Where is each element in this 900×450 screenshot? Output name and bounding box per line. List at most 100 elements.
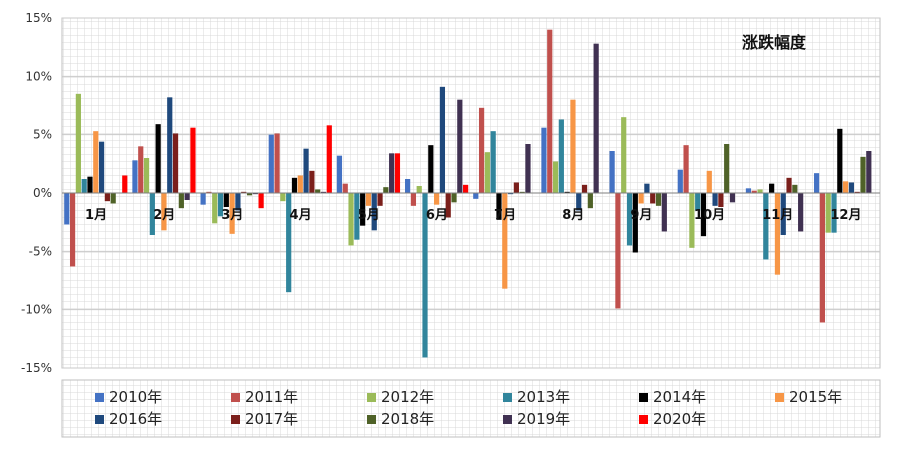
bar-2015年-2月: [161, 193, 167, 231]
bar-2014年-9月: [632, 193, 638, 253]
bar-2010年-7月: [473, 193, 479, 199]
category-label: 1月: [85, 208, 107, 223]
bar-2019年-5月: [389, 153, 395, 193]
bar-2013年-7月: [490, 131, 496, 193]
legend-label: 2019年: [517, 410, 570, 428]
bar-2011年-6月: [410, 193, 417, 206]
bar-2016年-10月: [712, 193, 718, 206]
legend-swatch: [231, 393, 240, 402]
bar-2017年-4月: [309, 170, 315, 193]
bar-2016年-5月: [371, 193, 377, 231]
bar-2012年-2月: [143, 158, 150, 193]
bars: [64, 29, 872, 358]
bar-2015年-12月: [843, 181, 849, 193]
category-label: 2月: [153, 208, 175, 223]
legend-swatch: [503, 393, 512, 402]
category-label: 3月: [221, 208, 243, 223]
category-label: 7月: [494, 208, 516, 223]
bar-2018年-3月: [246, 193, 253, 196]
bar-2019年-4月: [320, 191, 327, 193]
bar-2013年-3月: [217, 193, 224, 217]
bar-2017年-2月: [172, 133, 179, 193]
bar-2015年-9月: [638, 193, 644, 204]
bar-2017年-5月: [377, 193, 383, 206]
bar-2015年-4月: [297, 175, 303, 193]
bar-2020年-2月: [190, 127, 196, 193]
bar-2013年-5月: [354, 193, 360, 240]
bar-2010年-4月: [268, 134, 274, 193]
bar-2020年-3月: [258, 193, 264, 209]
bar-2019年-10月: [729, 193, 736, 203]
bar-2012年-10月: [689, 193, 695, 248]
bar-2010年-12月: [814, 173, 820, 193]
bar-2016年-11月: [780, 193, 786, 235]
bar-2016年-6月: [439, 86, 446, 193]
bar-2010年-1月: [64, 193, 70, 225]
bar-2014年-2月: [155, 124, 161, 193]
legend-swatch: [639, 415, 648, 424]
bar-2014年-6月: [428, 145, 434, 193]
bar-2011年-8月: [547, 29, 553, 193]
y-tick-label: -5%: [29, 244, 52, 258]
y-tick-label: -10%: [21, 303, 52, 317]
legend-label: 2010年: [109, 388, 162, 406]
bar-2011年-9月: [615, 193, 621, 309]
y-tick-label: 0%: [33, 186, 52, 200]
legend-label: 2014年: [653, 388, 706, 406]
bar-2019年-8月: [593, 43, 599, 193]
bar-2010年-11月: [745, 188, 752, 193]
bar-2012年-6月: [416, 186, 422, 193]
category-label: 8月: [562, 208, 584, 223]
bar-2012年-12月: [825, 193, 831, 233]
bar-2016年-3月: [235, 193, 241, 211]
bar-2013年-11月: [763, 193, 769, 260]
bar-2019年-6月: [457, 99, 463, 193]
bar-2018年-8月: [587, 193, 593, 209]
bar-2011年-1月: [69, 193, 76, 267]
bar-2011年-11月: [751, 190, 757, 193]
bar-2020年-6月: [463, 184, 469, 193]
bar-2016年-1月: [98, 141, 105, 193]
bar-2017年-3月: [241, 191, 247, 193]
bar-2012年-4月: [280, 193, 286, 202]
bar-2015年-1月: [93, 131, 99, 193]
legend-label: 2020年: [653, 410, 706, 428]
bar-2014年-12月: [837, 128, 843, 193]
category-label: 10月: [694, 208, 725, 223]
bar-2014年-8月: [564, 191, 570, 193]
bar-2012年-9月: [621, 117, 627, 193]
bar-2019年-9月: [661, 193, 667, 232]
legend-swatch: [367, 393, 376, 402]
bar-2019年-2月: [184, 193, 190, 200]
bar-2014年-3月: [223, 193, 229, 207]
bar-2016年-8月: [576, 193, 582, 211]
bar-2017年-11月: [786, 177, 792, 193]
bar-2014年-5月: [360, 193, 366, 226]
bar-2010年-9月: [609, 151, 615, 193]
bar-2014年-4月: [291, 177, 298, 193]
legend-label: 2011年: [245, 388, 298, 406]
legend-swatch: [367, 415, 376, 424]
bar-2010年-8月: [541, 127, 547, 193]
bar-2019年-12月: [866, 151, 872, 193]
bar-2011年-4月: [274, 133, 280, 193]
bar-2015年-11月: [774, 193, 781, 275]
x-axis-categories: 1月 2月 3月 4月 5月 6月 7月 8月 9月 10月 11月 12月: [85, 208, 861, 223]
bar-2018年-9月: [655, 193, 662, 206]
category-label: 6月: [426, 208, 448, 223]
bar-2013年-1月: [81, 179, 87, 193]
bar-2013年-8月: [558, 119, 564, 193]
bar-2018年-11月: [792, 184, 798, 193]
bar-2015年-5月: [365, 193, 372, 206]
bar-2018年-2月: [178, 193, 184, 209]
legend-swatch: [639, 393, 648, 402]
bar-2013年-10月: [695, 193, 701, 211]
bar-2010年-6月: [405, 179, 411, 193]
bar-2013年-9月: [626, 193, 633, 246]
category-label: 12月: [830, 208, 861, 223]
bar-2018年-10月: [724, 144, 730, 193]
legend-label: 2016年: [109, 410, 162, 428]
bar-2014年-1月: [87, 176, 93, 193]
bar-2012年-11月: [757, 189, 763, 193]
